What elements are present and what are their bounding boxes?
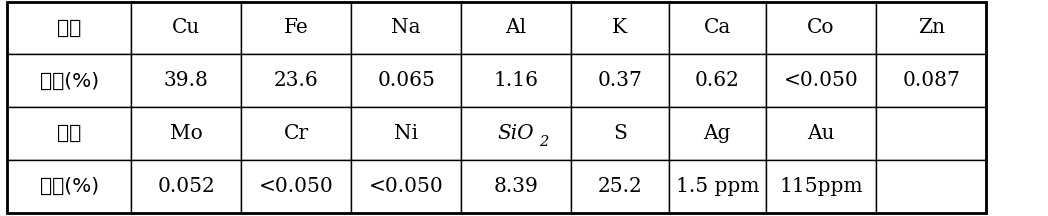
Bar [241,107,351,160]
Bar [351,107,461,160]
Bar [351,160,461,213]
Text: 0.62: 0.62 [695,71,740,90]
Text: <0.050: <0.050 [784,71,858,90]
Bar [131,160,241,213]
Bar [461,2,571,54]
Bar [571,160,669,213]
Text: 8.39: 8.39 [494,177,539,196]
Bar [351,2,461,54]
Bar [669,54,766,107]
Text: SiO: SiO [498,124,534,143]
Bar [7,54,131,107]
Bar [571,2,669,54]
Text: Cu: Cu [172,19,200,37]
Bar [131,54,241,107]
Bar [766,2,876,54]
Bar [669,2,766,54]
Text: Al: Al [505,19,527,37]
Text: 0.37: 0.37 [597,71,642,90]
Text: 성분: 성분 [57,19,82,37]
Bar [571,107,669,160]
Text: Na: Na [391,19,421,37]
Bar [7,2,131,54]
Bar [766,107,876,160]
Bar [131,2,241,54]
Text: 23.6: 23.6 [274,71,319,90]
Text: K: K [612,19,628,37]
Text: 0.087: 0.087 [902,71,960,90]
Bar [131,107,241,160]
Bar [461,160,571,213]
Text: S: S [613,124,627,143]
Text: <0.050: <0.050 [259,177,333,196]
Text: Fe: Fe [284,19,308,37]
Text: 성분: 성분 [57,124,82,143]
Bar [669,160,766,213]
Text: 1.5 ppm: 1.5 ppm [676,177,759,196]
Bar [876,54,986,107]
Text: 39.8: 39.8 [163,71,209,90]
Bar [7,160,131,213]
Text: Au: Au [807,124,835,143]
Bar [876,107,986,160]
Bar [7,107,131,160]
Text: 115ppm: 115ppm [780,177,863,196]
Text: 0.052: 0.052 [157,177,215,196]
Text: Cr: Cr [284,124,308,143]
Bar [766,54,876,107]
Text: Co: Co [807,19,835,37]
Bar [669,107,766,160]
Bar [461,107,571,160]
Bar [571,54,669,107]
Bar [241,54,351,107]
Text: 함량(%): 함량(%) [40,71,99,90]
Text: 2: 2 [539,135,548,149]
Bar [351,54,461,107]
Text: Ag: Ag [703,124,732,143]
Text: 1.16: 1.16 [494,71,539,90]
Text: Mo: Mo [170,124,202,143]
Text: 0.065: 0.065 [377,71,435,90]
Text: Zn: Zn [918,19,944,37]
Text: Ni: Ni [394,124,418,143]
Text: <0.050: <0.050 [369,177,443,196]
Bar [876,160,986,213]
Bar [766,160,876,213]
Text: 25.2: 25.2 [597,177,642,196]
Text: Ca: Ca [703,19,732,37]
Bar [876,2,986,54]
Bar [241,2,351,54]
Bar [461,54,571,107]
Text: 함량(%): 함량(%) [40,177,99,196]
Bar [241,160,351,213]
